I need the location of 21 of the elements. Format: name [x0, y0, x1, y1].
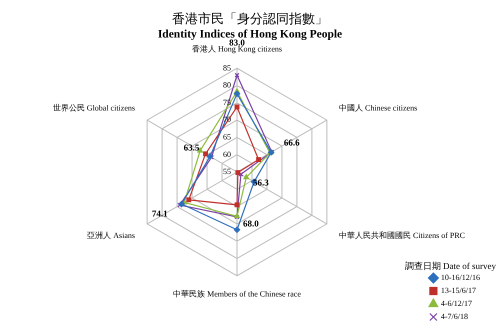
y-tick-label: 80: [223, 80, 231, 90]
y-tick-label: 55: [223, 167, 231, 176]
y-tick-label: 85: [223, 63, 231, 72]
spoke-label: 香港人 Hong Kong citizens: [192, 44, 282, 54]
legend-label: 13-15/6/17: [440, 286, 476, 296]
y-tick-label: 60: [223, 150, 231, 159]
data-label: 66.6: [284, 137, 300, 148]
data-label: 68.0: [243, 218, 260, 228]
legend-label: 4-6/12/17: [440, 299, 472, 308]
legend-label: 10-16/12/16: [440, 273, 480, 282]
data-label: 63.5: [184, 142, 200, 153]
spoke-label: 中國人 Chinese citizens: [338, 103, 418, 112]
spoke-label: 亞洲人 Asians: [87, 230, 136, 240]
spoke-label: 中華民族 Members of the Chinese race: [173, 290, 302, 299]
chart-title: 香港市民「身分認同指數」: [172, 11, 328, 26]
y-tick-label: 65: [223, 132, 231, 142]
spoke-label: 世界公民 Global citizens: [52, 103, 136, 112]
spoke-label: 中華人民共和國國民 Citizens of PRC: [338, 230, 466, 240]
legend-title: 調查日期 Date of survey: [404, 260, 496, 271]
legend-label: 4-7/6/18: [440, 312, 468, 322]
data-label: 74.1: [152, 208, 168, 218]
